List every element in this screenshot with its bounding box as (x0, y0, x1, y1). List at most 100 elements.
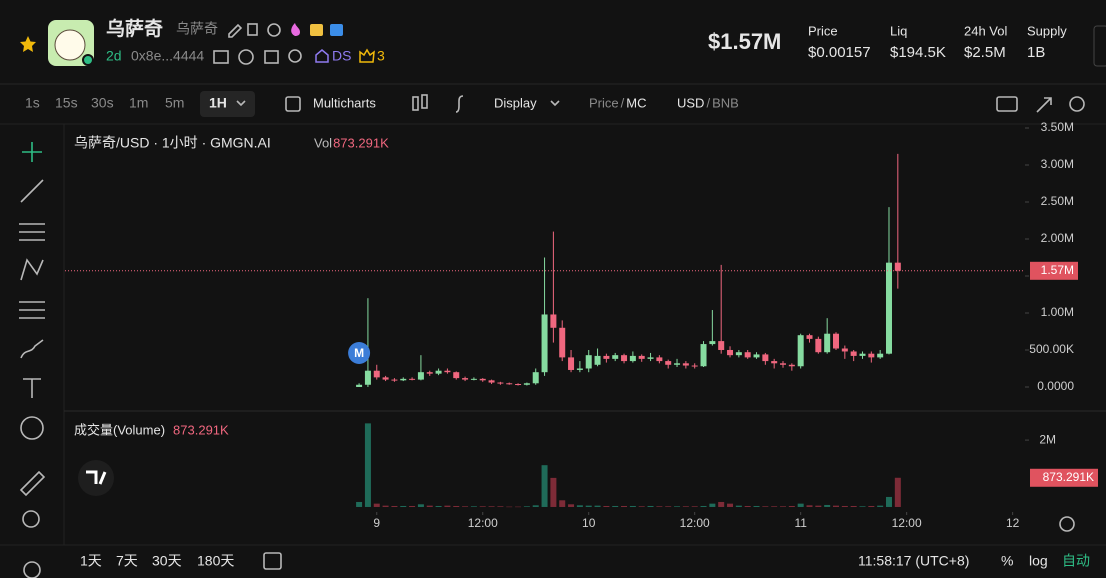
auto-toggle[interactable]: 自动 (1062, 553, 1090, 569)
candle-body (735, 352, 742, 356)
magnet-tool[interactable] (23, 561, 41, 578)
display[interactable]: Display (494, 95, 537, 110)
fx-icon[interactable] (455, 95, 464, 113)
candle-body (788, 364, 795, 367)
candle-body (762, 354, 769, 362)
toggle-option[interactable]: Price (589, 95, 619, 110)
candle-body (435, 370, 442, 374)
indicator-icon[interactable] (421, 94, 428, 109)
volume-bar (629, 505, 636, 507)
candle-body (444, 370, 451, 373)
interval[interactable]: 1m (129, 95, 148, 111)
candle-body (841, 348, 848, 352)
fullscreen-icon[interactable] (1036, 97, 1052, 113)
candle-body (674, 363, 681, 365)
volume-bar (373, 503, 380, 507)
candle-body (479, 378, 486, 381)
emoji-tool[interactable] (20, 416, 44, 440)
candle-body (700, 344, 707, 367)
volume-bar (479, 506, 486, 507)
search-icon[interactable] (288, 49, 302, 63)
candle-body (356, 384, 363, 387)
volume-bar (382, 505, 389, 507)
range-button[interactable]: 180天 (197, 553, 234, 569)
toggle-option: / (621, 95, 625, 110)
interval[interactable]: 5m (165, 95, 184, 111)
settings-icon[interactable] (1069, 96, 1085, 112)
trendline-tool[interactable] (20, 179, 44, 203)
x-tick-label: 9 (373, 516, 380, 530)
token-age: 2d (106, 48, 122, 64)
volume-bar (674, 506, 681, 507)
text-tool[interactable] (23, 378, 41, 398)
last-price-badge (1030, 261, 1078, 280)
channel-tool[interactable] (19, 223, 45, 241)
range-button[interactable]: 30天 (152, 553, 182, 569)
chart-icon[interactable] (238, 49, 254, 65)
fib-tool[interactable] (19, 301, 45, 319)
telegram-icon[interactable] (330, 24, 343, 36)
token-symbol: 乌萨奇 (176, 21, 218, 37)
volume-bar (515, 506, 522, 508)
volume-bar (877, 505, 884, 507)
volume-bar (815, 505, 822, 507)
volume-bar (444, 505, 451, 507)
crosshair-tool[interactable] (22, 142, 42, 162)
range-button[interactable]: 1天 (80, 553, 102, 569)
candle-body (727, 349, 734, 356)
log-toggle[interactable]: log (1029, 553, 1048, 569)
ruler-tool[interactable] (19, 470, 46, 497)
candle-body (850, 351, 857, 356)
volume-bar (621, 505, 628, 507)
volume-bar (356, 501, 363, 507)
percent-toggle[interactable]: % (1001, 553, 1013, 569)
screenshot-icon[interactable] (996, 96, 1018, 112)
multicharts[interactable]: Multicharts (313, 95, 376, 110)
date-range-icon[interactable] (263, 552, 282, 570)
interval[interactable]: 1s (25, 95, 40, 111)
edit-icon[interactable] (228, 23, 243, 38)
volume-bar (576, 505, 583, 507)
x-tick-label: 12:00 (892, 516, 922, 530)
volume-bar (638, 506, 645, 507)
brush-tool[interactable] (20, 339, 44, 359)
avatar-face (54, 29, 86, 61)
volume-bar (735, 505, 742, 507)
volume-bar (647, 505, 654, 507)
volume-bar (780, 506, 787, 507)
group-icon (310, 24, 323, 36)
side-button[interactable] (1093, 25, 1106, 67)
volume-bar (594, 505, 601, 507)
volume-bar (727, 503, 734, 507)
contract-address[interactable]: 0x8e...4444 (131, 48, 204, 64)
indicator-icon[interactable] (412, 96, 419, 111)
volume-bar (833, 505, 840, 507)
holders-icon[interactable] (213, 50, 229, 64)
pattern-tool[interactable] (20, 258, 44, 281)
range-button[interactable]: 7天 (116, 553, 138, 569)
volume-y-tick-label: 2M (1039, 432, 1056, 446)
toggle-option[interactable]: BNB (712, 95, 739, 110)
share-icon[interactable] (267, 23, 281, 37)
toggle-option[interactable]: MC (626, 95, 646, 110)
axis-settings[interactable] (1059, 516, 1075, 532)
volume-bar (868, 505, 875, 507)
interval[interactable]: 15s (55, 95, 78, 111)
candle-body (797, 335, 804, 367)
candle-body (382, 377, 389, 380)
volume-bar (718, 501, 725, 507)
zoom-tool[interactable] (22, 510, 40, 528)
crown-icon (359, 48, 375, 63)
volume-bar (435, 505, 442, 507)
active-interval[interactable]: 1H (209, 95, 227, 111)
volume-bar (691, 506, 698, 507)
candle-body (585, 355, 592, 369)
note-icon[interactable] (264, 50, 279, 64)
event-marker[interactable] (348, 342, 371, 364)
favorite-star[interactable] (20, 36, 36, 52)
toggle-option[interactable]: USD (677, 95, 704, 110)
copy-icon[interactable] (247, 23, 258, 36)
ds-label[interactable]: DS (332, 48, 351, 64)
candle-body (691, 365, 698, 367)
interval[interactable]: 30s (91, 95, 114, 111)
